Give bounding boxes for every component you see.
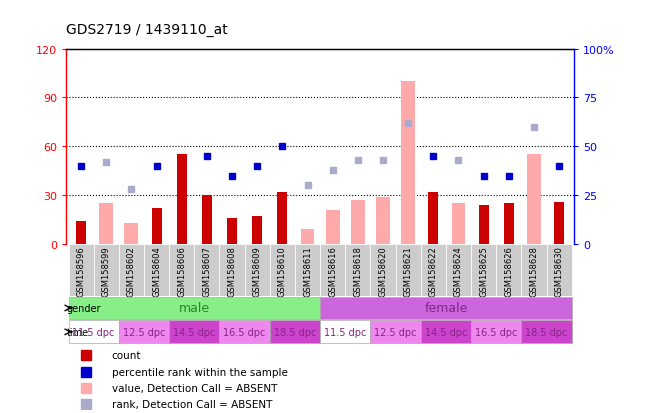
Text: GSM158616: GSM158616	[328, 246, 337, 297]
Bar	[420, 244, 446, 296]
Bar	[320, 320, 370, 344]
Bar	[119, 320, 169, 344]
Bar	[345, 244, 370, 296]
Bar	[478, 205, 488, 244]
Bar	[94, 244, 119, 296]
Bar	[119, 244, 144, 296]
Text: count: count	[112, 351, 141, 361]
Bar	[504, 204, 514, 244]
Bar	[220, 320, 270, 344]
Text: GSM158626: GSM158626	[504, 246, 513, 297]
Bar	[420, 320, 471, 344]
Text: 14.5 dpc: 14.5 dpc	[173, 327, 216, 337]
Bar	[471, 244, 496, 296]
Text: percentile rank within the sample: percentile rank within the sample	[112, 367, 288, 377]
Bar	[227, 218, 237, 244]
Text: 11.5 dpc: 11.5 dpc	[324, 327, 366, 337]
Bar	[69, 320, 119, 344]
Bar	[100, 204, 113, 244]
Text: GSM158630: GSM158630	[554, 246, 564, 297]
Bar	[245, 244, 270, 296]
Text: 14.5 dpc: 14.5 dpc	[424, 327, 467, 337]
Text: GSM158622: GSM158622	[429, 246, 438, 297]
Text: 12.5 dpc: 12.5 dpc	[123, 327, 165, 337]
Bar	[76, 222, 86, 244]
Bar	[428, 192, 438, 244]
Bar	[326, 210, 340, 244]
Text: GSM158606: GSM158606	[178, 246, 186, 297]
Text: GSM158628: GSM158628	[529, 246, 539, 297]
Bar	[152, 209, 162, 244]
Text: 16.5 dpc: 16.5 dpc	[475, 327, 517, 337]
Text: GSM158624: GSM158624	[454, 246, 463, 297]
Bar	[69, 244, 94, 296]
Text: GSM158625: GSM158625	[479, 246, 488, 297]
Bar	[370, 320, 420, 344]
Bar	[401, 82, 415, 244]
Bar	[451, 204, 465, 244]
Bar	[270, 320, 320, 344]
Bar	[376, 197, 390, 244]
Text: 12.5 dpc: 12.5 dpc	[374, 327, 417, 337]
Bar	[202, 196, 212, 244]
Bar	[527, 155, 541, 244]
Bar	[496, 244, 521, 296]
Text: GSM158621: GSM158621	[404, 246, 412, 297]
Text: GSM158608: GSM158608	[228, 246, 236, 297]
Bar	[169, 244, 194, 296]
Bar	[370, 244, 395, 296]
Text: value, Detection Call = ABSENT: value, Detection Call = ABSENT	[112, 383, 277, 393]
Bar	[320, 244, 345, 296]
Text: gender: gender	[67, 303, 101, 313]
Text: 18.5 dpc: 18.5 dpc	[274, 327, 316, 337]
Bar	[446, 244, 471, 296]
Text: 18.5 dpc: 18.5 dpc	[525, 327, 568, 337]
Text: GSM158602: GSM158602	[127, 246, 136, 297]
Bar	[144, 244, 169, 296]
Bar	[194, 244, 220, 296]
Text: 11.5 dpc: 11.5 dpc	[73, 327, 115, 337]
Bar	[69, 297, 320, 320]
Text: GSM158618: GSM158618	[353, 246, 362, 297]
Text: GSM158620: GSM158620	[378, 246, 387, 297]
Text: GSM158609: GSM158609	[253, 246, 262, 297]
Bar	[252, 217, 262, 244]
Bar	[351, 201, 365, 244]
Bar	[521, 244, 546, 296]
Text: male: male	[179, 302, 210, 315]
Bar	[169, 320, 220, 344]
Text: time: time	[67, 327, 88, 337]
Text: GSM158611: GSM158611	[303, 246, 312, 297]
Text: female: female	[424, 302, 467, 315]
Text: 16.5 dpc: 16.5 dpc	[224, 327, 266, 337]
Bar	[125, 223, 139, 244]
Text: GSM158604: GSM158604	[152, 246, 161, 297]
Bar	[300, 230, 314, 244]
Bar	[220, 244, 245, 296]
Bar	[177, 155, 187, 244]
Bar	[471, 320, 521, 344]
Text: GSM158599: GSM158599	[102, 246, 111, 297]
Text: rank, Detection Call = ABSENT: rank, Detection Call = ABSENT	[112, 399, 272, 409]
Bar	[320, 297, 572, 320]
Text: GSM158607: GSM158607	[203, 246, 211, 297]
Bar	[295, 244, 320, 296]
Text: GDS2719 / 1439110_at: GDS2719 / 1439110_at	[66, 23, 228, 37]
Bar	[554, 202, 564, 244]
Text: GSM158596: GSM158596	[77, 246, 86, 297]
Bar	[277, 192, 287, 244]
Text: GSM158610: GSM158610	[278, 246, 287, 297]
Bar	[521, 320, 572, 344]
Bar	[395, 244, 420, 296]
Bar	[546, 244, 572, 296]
Bar	[270, 244, 295, 296]
